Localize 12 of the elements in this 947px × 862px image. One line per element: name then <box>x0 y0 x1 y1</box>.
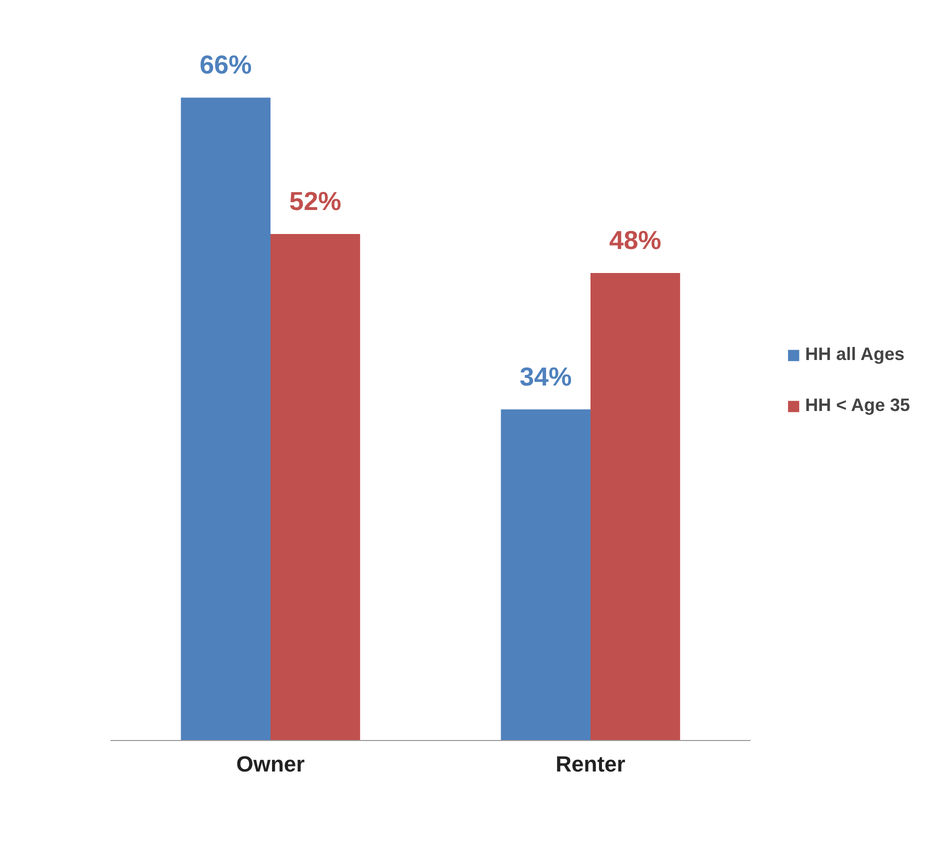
data-label: 52% <box>289 186 342 216</box>
data-label: 66% <box>200 50 252 80</box>
data-label: 48% <box>609 224 662 255</box>
bar <box>180 98 270 740</box>
x-tick-label: Renter <box>556 752 626 776</box>
legend-label: HH < Age 35 <box>805 395 910 416</box>
bar <box>270 234 360 740</box>
data-label: 34% <box>520 361 572 392</box>
bar <box>500 409 590 740</box>
x-tick-label: Owner <box>236 752 306 776</box>
legend-label: HH all Ages <box>805 344 904 365</box>
bar <box>590 272 680 740</box>
